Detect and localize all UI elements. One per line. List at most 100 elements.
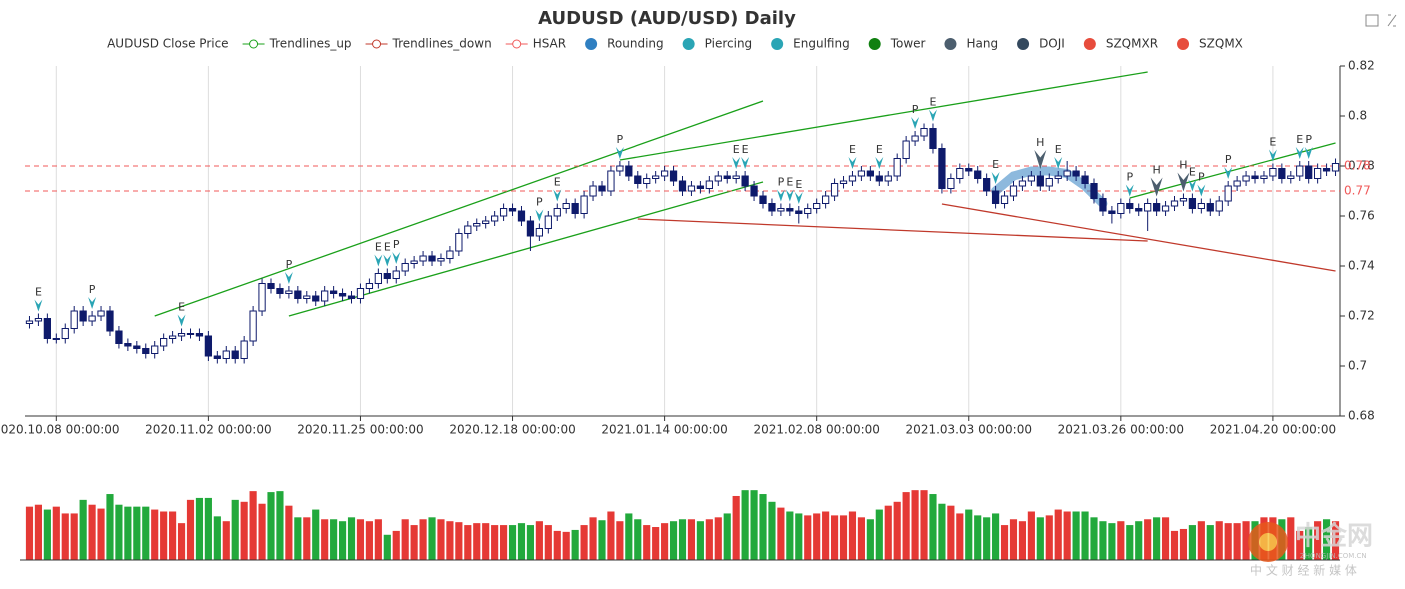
trendline: [288, 181, 764, 317]
legend-symbol: [771, 38, 784, 50]
candle-body: [222, 350, 230, 359]
x-tick-label: 2020.11.25 00:00:00: [297, 423, 423, 437]
legend-label: SZQMXR: [1106, 37, 1158, 51]
y-tick-label: 0.72: [1348, 309, 1375, 323]
candle-body: [857, 170, 866, 177]
legend-symbol: [249, 39, 259, 49]
pattern-letter: E: [1189, 166, 1196, 179]
volume-bar: [884, 505, 892, 560]
pattern-letter: H: [1036, 136, 1044, 149]
pattern-letter: H: [1152, 164, 1160, 177]
candle-body: [294, 290, 302, 299]
candle-body: [383, 273, 391, 279]
volume-bar: [374, 519, 382, 560]
candle-body: [473, 223, 481, 227]
candle-body: [151, 345, 159, 354]
legend-label: Trendlines_up: [269, 37, 352, 51]
volume-bar: [732, 495, 740, 560]
volume-bar: [526, 525, 535, 560]
pattern-marker: [991, 172, 1000, 184]
volume-bar: [142, 506, 150, 560]
volume-bar: [1009, 519, 1018, 560]
candle-body: [750, 185, 758, 197]
volume-bar: [428, 517, 436, 560]
candle-body: [795, 210, 803, 214]
volume-bar: [473, 523, 481, 560]
volume-bar: [866, 519, 874, 560]
legend-label: Tower: [890, 37, 926, 51]
volume-bar: [1108, 523, 1116, 560]
pattern-marker: [1197, 184, 1206, 197]
volume-bar: [929, 494, 937, 560]
candle-body: [634, 175, 642, 184]
volume-bar: [643, 525, 651, 560]
volume-bar: [857, 517, 865, 560]
volume-bar: [330, 519, 338, 560]
toolbox[interactable]: [1365, 14, 1397, 27]
trendline: [637, 218, 1148, 242]
candle-body: [401, 263, 409, 272]
candle-body: [1045, 178, 1053, 187]
volume-bar: [1135, 521, 1143, 560]
candle-body: [160, 338, 168, 347]
volume-bar: [303, 517, 311, 560]
pattern-marker: [34, 299, 43, 312]
candle-body: [732, 175, 740, 179]
candle-body: [374, 273, 382, 284]
candle-body: [1224, 185, 1232, 202]
volume-bar: [625, 513, 633, 560]
y-tick-label: 0.68: [1348, 409, 1375, 423]
volume-bar: [231, 499, 239, 560]
volume-bar: [678, 519, 687, 560]
candle-body: [768, 203, 776, 212]
volume-bar: [1206, 525, 1214, 560]
candle-body: [204, 335, 213, 357]
candle-body: [1152, 203, 1161, 212]
volume-bar: [1036, 517, 1044, 560]
candle-body: [419, 255, 427, 262]
legend-symbol: [1017, 38, 1030, 50]
volume-bar: [464, 525, 472, 560]
reset-icon[interactable]: [1387, 14, 1397, 27]
candle-body: [625, 165, 633, 177]
legend-symbol: [1083, 38, 1096, 50]
volume-bar: [1099, 521, 1107, 560]
volume-bar: [777, 507, 785, 560]
volume-bar: [598, 520, 606, 560]
volume-bar: [938, 503, 946, 560]
legend-label: AUDUSD Close Price: [107, 37, 228, 51]
candle-body: [669, 170, 678, 182]
pattern-marker: [553, 189, 562, 202]
pattern-marker: [1150, 177, 1163, 197]
volume-bar: [186, 499, 195, 560]
volume-bar: [1296, 530, 1304, 560]
volume-bar: [276, 491, 284, 560]
pattern-letter: E: [733, 143, 740, 156]
pattern-letter: E: [742, 143, 749, 156]
pattern-letter: E: [1055, 143, 1062, 156]
pattern-letter: E: [35, 286, 42, 299]
volume-bar: [553, 530, 561, 560]
pattern-marker: [1295, 147, 1304, 159]
volume-bar: [696, 521, 704, 560]
pattern-marker: [928, 109, 937, 122]
volume-bar: [535, 521, 543, 560]
candle-body: [1126, 203, 1134, 209]
pattern-marker: [741, 157, 750, 169]
zoom-icon[interactable]: [1365, 14, 1379, 27]
candle-body: [285, 290, 293, 294]
pattern-marker: [374, 254, 383, 267]
candle-body: [714, 175, 722, 182]
candle-body: [1117, 203, 1125, 214]
candle-body: [920, 128, 928, 137]
candle-body: [1009, 185, 1018, 197]
volume-bar: [1153, 517, 1161, 560]
volume-bar: [106, 494, 114, 560]
candle-body: [455, 233, 463, 252]
candle-body: [956, 168, 964, 179]
volume-bar: [294, 517, 302, 560]
y-tick-label: 0.76: [1348, 209, 1375, 223]
pattern-letter: E: [849, 143, 856, 156]
volume-bar: [133, 506, 141, 560]
volume-bar: [1287, 517, 1295, 560]
